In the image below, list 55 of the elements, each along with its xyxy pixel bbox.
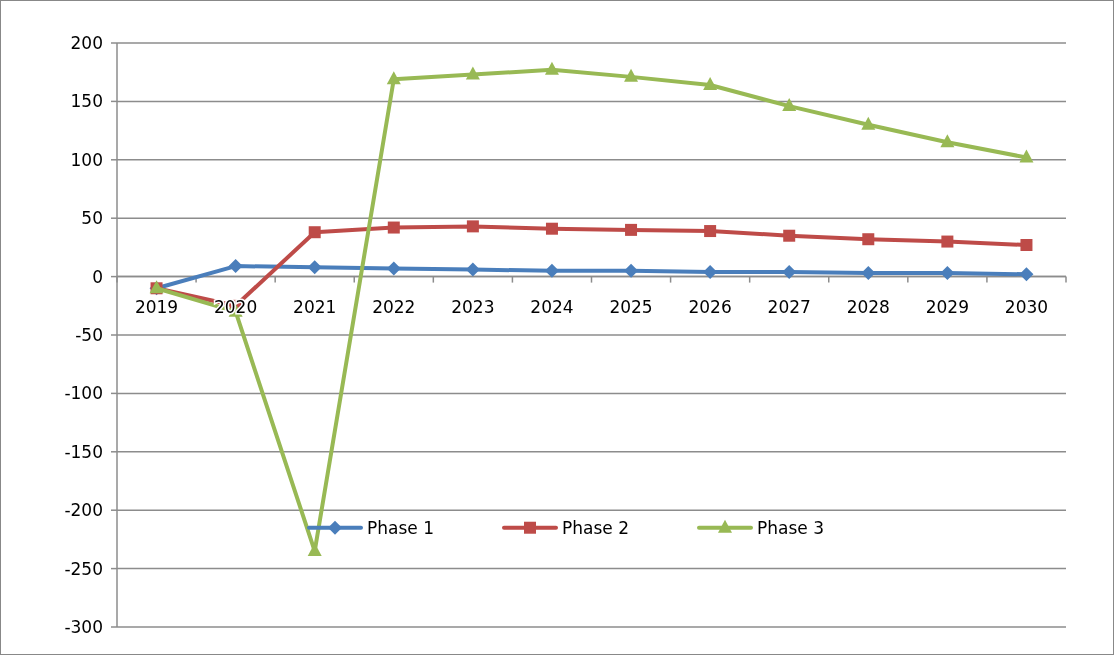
point xyxy=(386,71,401,85)
legend-label: Phase 1 xyxy=(367,517,434,538)
y-tick-label: 0 xyxy=(92,266,103,287)
legend-label: Phase 3 xyxy=(757,517,824,538)
point xyxy=(625,223,638,236)
x-tick-label: 2025 xyxy=(609,296,653,317)
point xyxy=(782,264,797,279)
y-tick-label: -200 xyxy=(64,500,103,521)
point xyxy=(1019,267,1034,282)
point xyxy=(941,235,954,248)
point xyxy=(940,134,955,148)
y-tick-label: -50 xyxy=(75,324,103,345)
point xyxy=(228,259,243,274)
y-tick-label: -250 xyxy=(64,558,103,579)
x-tick-label: 2019 xyxy=(134,296,179,317)
point xyxy=(862,233,875,246)
x-tick-label: 2030 xyxy=(1004,296,1049,317)
x-tick-label: 2024 xyxy=(530,296,574,317)
point xyxy=(624,68,639,82)
legend-label: Phase 2 xyxy=(562,517,629,538)
y-tick-label: 150 xyxy=(70,91,103,112)
point xyxy=(940,266,955,281)
point xyxy=(386,261,401,276)
point xyxy=(1020,239,1033,252)
y-tick-label: -100 xyxy=(64,383,103,404)
point xyxy=(544,61,559,75)
point xyxy=(861,266,876,281)
point xyxy=(387,221,400,234)
point xyxy=(544,263,559,278)
point xyxy=(783,229,796,242)
point xyxy=(307,260,322,275)
point xyxy=(704,225,717,238)
point xyxy=(466,220,479,233)
x-tick-label: 2022 xyxy=(372,296,416,317)
x-tick-label: 2027 xyxy=(767,296,811,317)
x-tick-label: 2021 xyxy=(293,296,337,317)
y-tick-label: -300 xyxy=(64,616,103,637)
point xyxy=(782,98,797,112)
x-tick-label: 2020 xyxy=(213,296,258,317)
x-tick-label: 2026 xyxy=(688,296,732,317)
y-tick-label: 50 xyxy=(81,208,103,229)
point xyxy=(1019,149,1034,163)
point xyxy=(465,66,480,80)
point xyxy=(624,263,639,278)
point xyxy=(465,262,480,277)
point xyxy=(703,77,718,91)
y-tick-label: 100 xyxy=(70,149,103,170)
x-tick-label: 2023 xyxy=(451,296,495,317)
x-tick-label: 2029 xyxy=(925,296,970,317)
y-tick-label: 200 xyxy=(70,32,103,53)
point xyxy=(861,116,876,130)
y-tick-label: -150 xyxy=(64,441,103,462)
x-tick-label: 2028 xyxy=(846,296,890,317)
point xyxy=(545,222,558,235)
point xyxy=(308,226,321,239)
